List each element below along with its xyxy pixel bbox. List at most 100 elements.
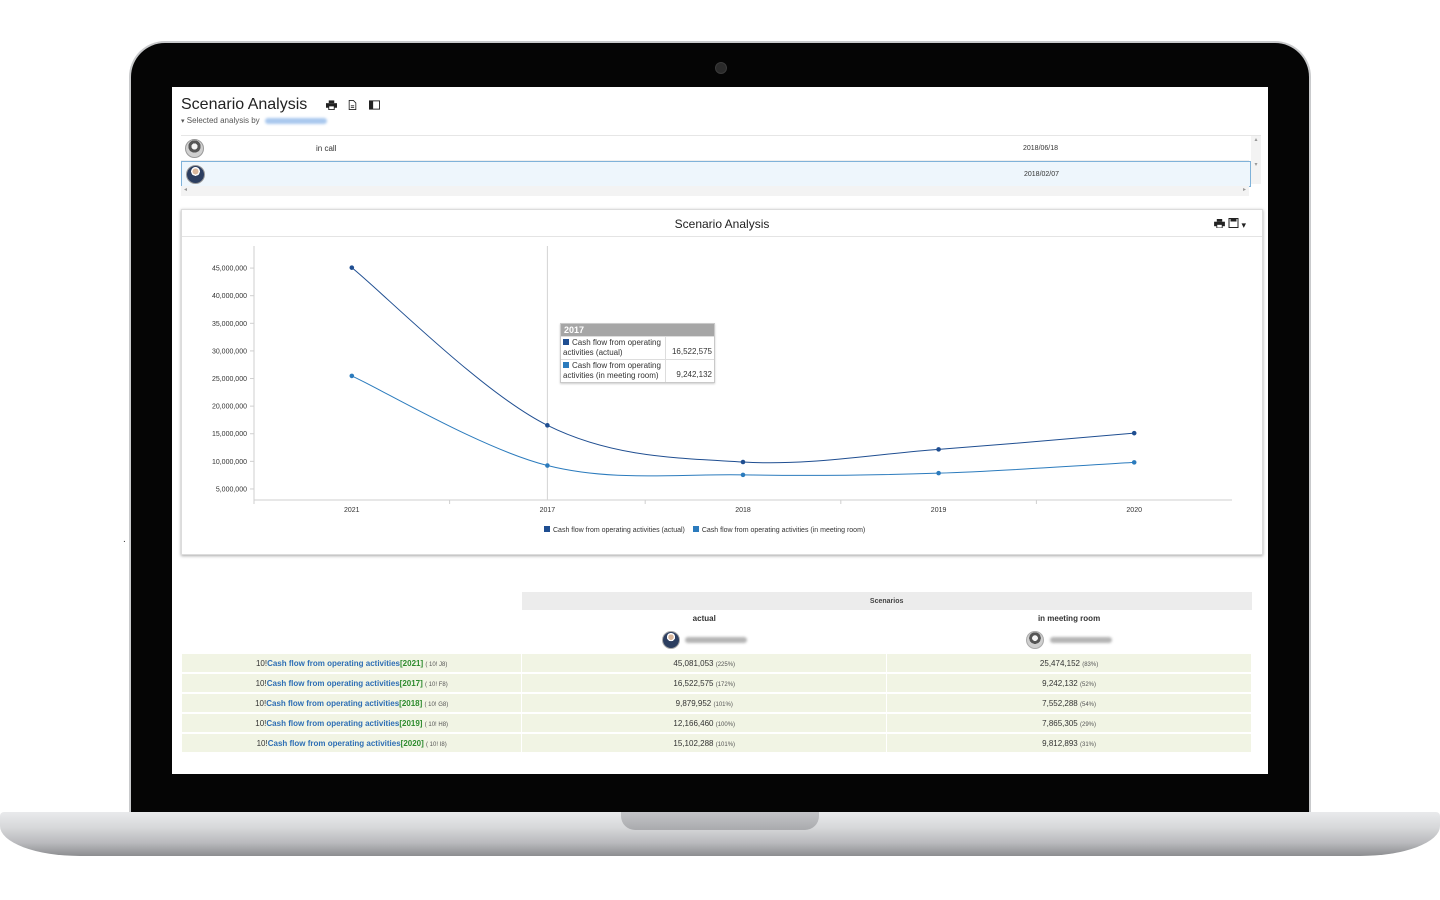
kpi-label-cell: 10!Cash flow from operating activities[2… (182, 733, 523, 754)
actual-value-cell[interactable]: 16,522,575 (172%) (521, 673, 888, 694)
data-point (936, 447, 941, 452)
kpi-link[interactable]: Cash flow from operating activities (267, 658, 400, 668)
data-point (349, 373, 355, 379)
kpi-year: [2021] (400, 658, 424, 668)
scenario-owner (887, 626, 1252, 654)
meeting-value-cell[interactable]: 9,242,132 (52%) (886, 673, 1252, 694)
stray-dot: . (123, 534, 126, 545)
cell-reference: ( 10! I8) (426, 741, 447, 748)
history-row[interactable]: in call 2018/06/18 (181, 136, 1249, 161)
meeting-value-cell[interactable]: 9,812,893 (31%) (886, 733, 1252, 754)
x-tick-label: 2018 (735, 507, 751, 514)
tooltip-row: Cash flow from operating activities (in … (561, 359, 714, 382)
series-swatch (563, 339, 569, 345)
chart-title-bar: Scenario Analysis ▾ (182, 210, 1262, 237)
data-point (545, 423, 550, 428)
legend-item[interactable]: Cash flow from operating activities (in … (692, 526, 865, 534)
x-tick-label: 2019 (931, 507, 947, 514)
meeting-percent: (31%) (1079, 741, 1096, 748)
avatar (661, 631, 680, 649)
table-group-header-row: Scenarios (182, 592, 1252, 610)
actual-value: 45,081,053 (673, 658, 714, 668)
y-tick-label: 30,000,000 (212, 348, 247, 355)
cell-reference: ( 10! F8) (425, 681, 448, 688)
meeting-percent: (29%) (1079, 721, 1096, 728)
panel-toggle-icon[interactable] (368, 100, 380, 110)
printer-icon[interactable] (1214, 219, 1226, 229)
legend-item[interactable]: Cash flow from operating activities (act… (544, 526, 685, 534)
redacted-user-name (264, 118, 327, 125)
chart-tooltip: 2017 Cash flow from operating activities… (560, 323, 715, 383)
tooltip-label: Cash flow from operating activities (in … (563, 361, 661, 380)
history-row-selected[interactable]: 2018/02/07 (181, 161, 1251, 187)
kpi-prefix: 10! (255, 678, 267, 688)
dropdown-caret-icon[interactable]: ▾ (1241, 220, 1246, 230)
scenario-header-actual[interactable]: actual (692, 613, 716, 623)
scenario-users-row (182, 626, 1252, 654)
empty-cell (182, 626, 522, 654)
printer-icon[interactable] (325, 100, 337, 110)
kpi-link[interactable]: Cash flow from operating activities (266, 718, 400, 728)
horizontal-scrollbar[interactable]: ◂ ▸ (181, 186, 1249, 196)
data-point (545, 463, 550, 468)
kpi-prefix: 10! (255, 718, 267, 728)
actual-percent: (225%) (715, 661, 736, 668)
kpi-year: [2017] (399, 678, 423, 688)
redacted-user-name (684, 637, 747, 643)
actual-value-cell[interactable]: 12,166,460 (100%) (521, 713, 888, 734)
save-icon[interactable] (1228, 218, 1239, 228)
kpi-link[interactable]: Cash flow from operating activities (266, 698, 400, 708)
export-document-icon[interactable] (347, 99, 358, 110)
actual-percent: (101%) (713, 701, 733, 708)
actual-value-cell[interactable]: 15,102,288 (101%) (521, 733, 888, 754)
meeting-value-cell[interactable]: 25,474,152 (83%) (886, 654, 1252, 674)
scenario-header-meeting[interactable]: in meeting room (1037, 613, 1101, 623)
page-header: Scenario Analysis ▾ Selected analysis by (181, 96, 386, 125)
scenario-table: Scenarios actual in meeting room 10!Cash… (182, 592, 1252, 754)
y-tick-label: 15,000,000 (212, 431, 247, 438)
history-status: in call (316, 144, 337, 153)
analysis-subtitle[interactable]: ▾ Selected analysis by (181, 116, 386, 125)
meeting-value: 9,812,893 (1042, 738, 1078, 748)
laptop-notch (621, 812, 819, 830)
avatar (1026, 631, 1045, 649)
meeting-value-cell[interactable]: 7,865,305 (29%) (886, 713, 1252, 734)
empty-cell (182, 610, 522, 626)
data-point (936, 470, 941, 476)
vertical-scrollbar[interactable]: ▴ ▾ (1251, 136, 1261, 184)
y-tick-label: 35,000,000 (212, 321, 247, 328)
history-date: 2018/06/18 (1023, 145, 1059, 152)
avatar (186, 165, 205, 184)
meeting-value: 7,552,288 (1042, 698, 1078, 708)
chart-panel: Scenario Analysis ▾ 45,000,000 40,000,000… (181, 209, 1263, 555)
data-point (1131, 460, 1137, 465)
actual-percent: (101%) (715, 741, 736, 748)
scenario-owner (522, 626, 887, 654)
series-line-0 (351, 267, 1135, 464)
kpi-link[interactable]: Cash flow from operating activities (266, 678, 400, 688)
chart-toolbar: ▾ (1214, 218, 1246, 231)
y-tick-label: 40,000,000 (212, 293, 247, 300)
actual-value-cell[interactable]: 45,081,053 (225%) (521, 654, 888, 674)
legend-swatch (544, 526, 550, 532)
actual-value-cell[interactable]: 9,879,952 (101%) (521, 693, 888, 714)
y-tick-label: 5,000,000 (216, 486, 247, 493)
table-row: 10!Cash flow from operating activities[2… (182, 654, 1252, 674)
cell-reference: ( 10! J8) (425, 661, 448, 668)
caret-down-icon: ▾ (181, 118, 185, 126)
history-date: 2018/02/07 (1024, 171, 1060, 178)
tooltip-value: 16,522,575 (671, 347, 712, 356)
redacted-user-name (1049, 637, 1112, 643)
table-row: 10!Cash flow from operating activities[2… (182, 693, 1252, 714)
kpi-link[interactable]: Cash flow from operating activities (267, 738, 401, 748)
kpi-year: [2018] (399, 698, 423, 708)
kpi-prefix: 10! (255, 658, 268, 668)
meeting-value: 9,242,132 (1042, 678, 1078, 688)
empty-cell (182, 592, 522, 610)
kpi-label-cell: 10!Cash flow from operating activities[2… (182, 693, 523, 714)
y-tick-label: 45,000,000 (212, 266, 247, 273)
y-tick-label: 20,000,000 (212, 404, 247, 411)
meeting-percent: (52%) (1079, 681, 1096, 688)
meeting-value-cell[interactable]: 7,552,288 (54%) (886, 693, 1252, 714)
actual-value: 12,166,460 (673, 718, 714, 728)
